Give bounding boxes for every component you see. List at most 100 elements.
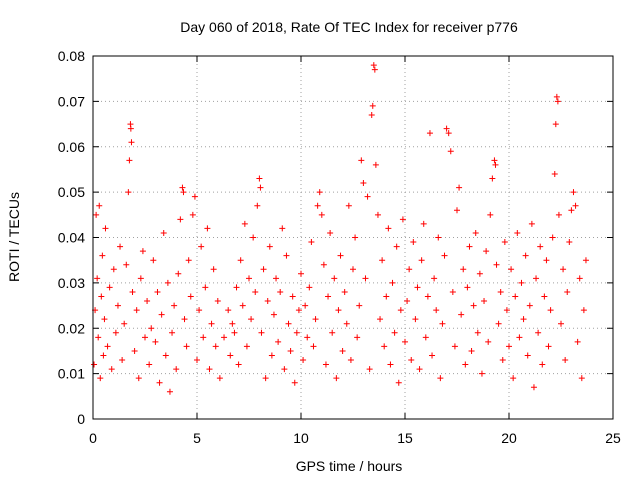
data-point <box>354 334 361 341</box>
data-point <box>148 325 155 332</box>
data-point <box>554 98 561 105</box>
data-point <box>404 298 411 305</box>
data-point <box>555 211 562 218</box>
data-point <box>229 320 236 327</box>
data-point <box>497 288 504 295</box>
data-point <box>345 202 352 209</box>
data-point <box>169 329 176 336</box>
data-point <box>100 352 107 359</box>
data-point <box>146 361 153 368</box>
data-point <box>173 366 180 373</box>
data-point <box>360 180 367 187</box>
data-point <box>468 347 475 354</box>
data-point <box>458 311 465 318</box>
data-point <box>125 189 132 196</box>
data-point <box>495 320 502 327</box>
data-point <box>530 384 537 391</box>
data-point <box>337 252 344 259</box>
data-point <box>368 111 375 118</box>
data-point <box>187 293 194 300</box>
data-point <box>335 307 342 314</box>
data-point <box>99 252 106 259</box>
data-point <box>166 388 173 395</box>
data-point <box>572 202 579 209</box>
data-point <box>302 302 309 309</box>
data-point <box>483 248 490 255</box>
data-point <box>435 234 442 241</box>
data-point <box>208 320 215 327</box>
data-point <box>422 334 429 341</box>
data-point <box>472 229 479 236</box>
data-point <box>227 352 234 359</box>
data-point <box>306 284 313 291</box>
data-point <box>179 184 186 191</box>
data-point <box>131 347 138 354</box>
x-tick-label: 15 <box>397 430 413 446</box>
data-point <box>300 357 307 364</box>
data-point <box>383 293 390 300</box>
data-point <box>518 279 525 286</box>
data-point <box>493 261 500 268</box>
y-tick-label: 0.06 <box>58 139 85 155</box>
data-point <box>202 284 209 291</box>
data-point <box>225 307 232 314</box>
data-point <box>333 375 340 382</box>
data-point <box>325 293 332 300</box>
data-point <box>114 302 121 309</box>
x-tick-label: 20 <box>501 430 517 446</box>
data-point <box>406 266 413 273</box>
data-point <box>243 343 250 350</box>
data-point <box>537 243 544 250</box>
data-point <box>437 375 444 382</box>
data-point <box>322 361 329 368</box>
y-tick-label: 0.01 <box>58 366 85 382</box>
data-point <box>264 298 271 305</box>
data-point <box>156 379 163 386</box>
data-point <box>129 288 136 295</box>
data-point <box>441 252 448 259</box>
x-tick-label: 25 <box>605 430 621 446</box>
data-point <box>287 347 294 354</box>
data-point <box>391 329 398 336</box>
data-point <box>256 175 263 182</box>
data-point <box>358 157 365 164</box>
data-point <box>485 338 492 345</box>
y-tick-label: 0.03 <box>58 275 85 291</box>
data-point <box>582 257 589 264</box>
data-point <box>200 334 207 341</box>
data-point <box>252 288 259 295</box>
data-point <box>196 307 203 314</box>
data-point <box>562 357 569 364</box>
data-point <box>293 329 300 336</box>
data-point <box>277 288 284 295</box>
data-point <box>379 257 386 264</box>
data-point <box>343 320 350 327</box>
data-point <box>456 184 463 191</box>
data-point <box>127 125 134 132</box>
data-point <box>389 279 396 286</box>
data-point <box>568 207 575 214</box>
data-point <box>142 334 148 341</box>
data-point <box>154 288 161 295</box>
chart-title: Day 060 of 2018, Rate Of TEC Index for r… <box>180 19 518 35</box>
data-point <box>560 266 567 273</box>
data-point <box>137 275 144 282</box>
data-point <box>233 284 240 291</box>
data-point <box>566 239 573 246</box>
data-point <box>123 261 130 268</box>
data-point <box>214 298 221 305</box>
data-point <box>268 352 275 359</box>
data-point <box>347 357 354 364</box>
data-point <box>97 375 104 382</box>
data-point <box>117 243 124 250</box>
data-point <box>574 338 581 345</box>
data-point <box>318 211 325 218</box>
data-point <box>514 229 521 236</box>
data-point <box>152 338 159 345</box>
data-point <box>189 211 196 218</box>
data-point <box>454 207 460 214</box>
data-points <box>91 62 589 395</box>
data-point <box>327 229 334 236</box>
data-point <box>246 275 252 282</box>
data-point <box>476 270 483 277</box>
